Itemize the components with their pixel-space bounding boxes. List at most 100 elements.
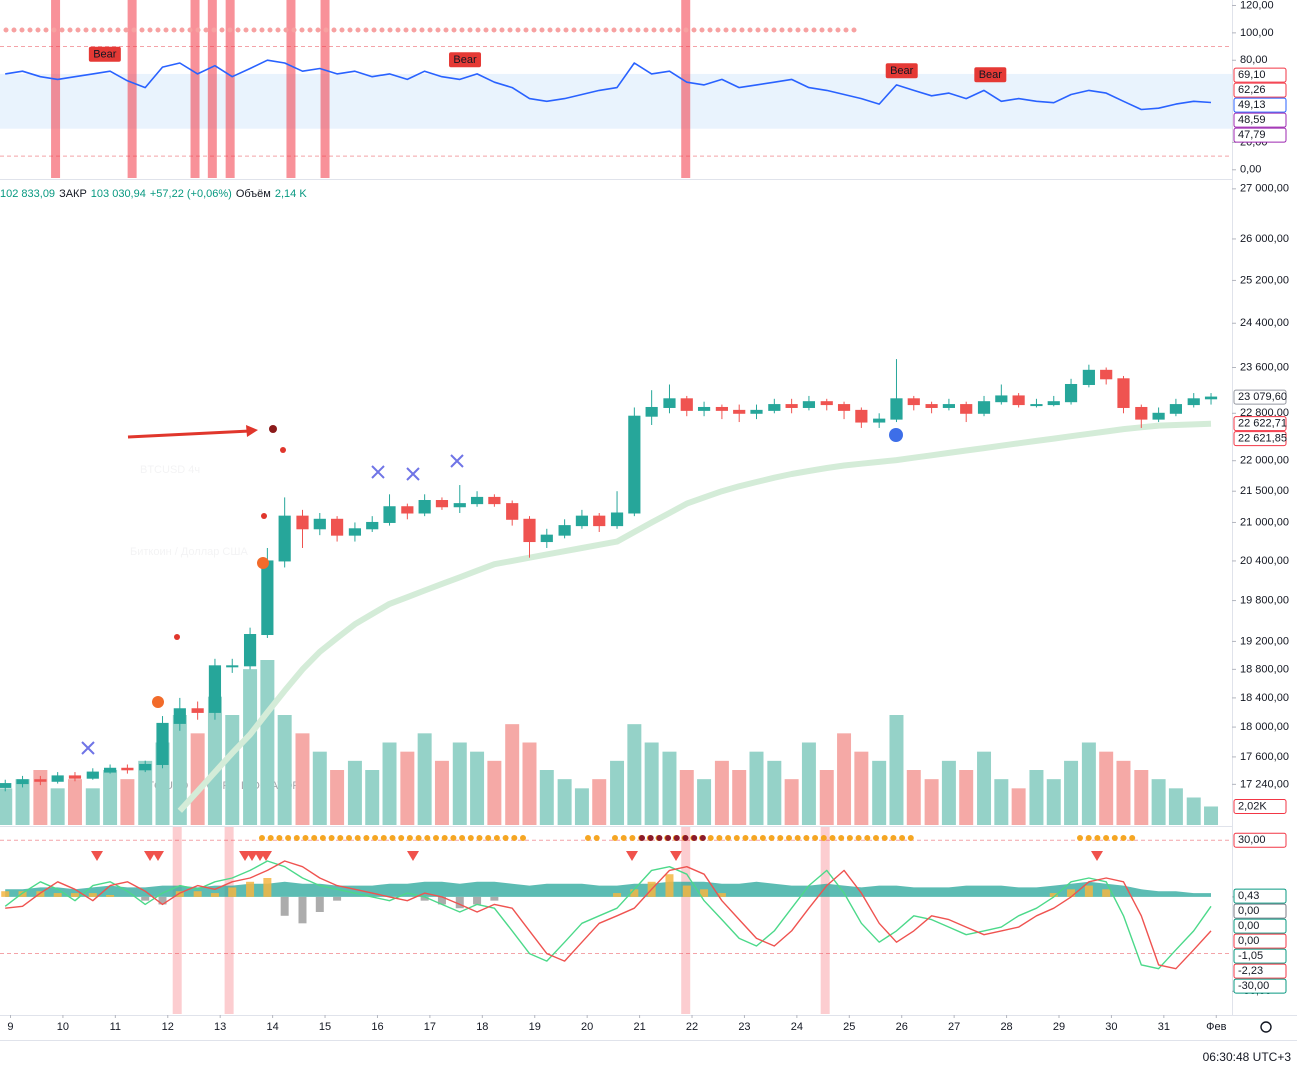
candle-body	[942, 404, 955, 408]
candle-body	[663, 398, 676, 408]
signal-dot	[280, 447, 286, 453]
candle-body	[506, 503, 519, 520]
highlight	[207, 0, 217, 178]
y-tick-label: 27 000,00	[1240, 183, 1289, 195]
x-tick-label: 23	[738, 1021, 750, 1033]
candle-body	[278, 515, 291, 562]
volume-bar	[1029, 770, 1044, 825]
volume-bar	[994, 779, 1009, 825]
candle-body	[733, 409, 746, 414]
volume-bar	[1064, 760, 1079, 825]
oscillator-line	[5, 860, 1212, 970]
y-tick-label: 23 600,00	[1240, 361, 1289, 373]
candle-body	[995, 395, 1008, 403]
volume-bar	[172, 715, 187, 825]
volume-bar	[312, 751, 327, 825]
candle-body	[1152, 412, 1165, 420]
y-tick-label: 80,00	[1240, 54, 1268, 66]
x-tick-label: 25	[843, 1021, 855, 1033]
x-tick-label: Фев	[1206, 1021, 1226, 1033]
candle-body	[523, 518, 536, 543]
y-tick-label: 20 400,00	[1240, 555, 1289, 567]
clock: 06:30:48 UTC+3	[1202, 1050, 1291, 1064]
price-tag-label: 48,59	[1238, 114, 1266, 126]
volume-bar	[487, 760, 502, 825]
price-tag	[1233, 67, 1287, 83]
volume-bar	[557, 779, 572, 825]
signal-dot	[269, 425, 277, 433]
histogram-bar	[333, 896, 342, 901]
price-tag	[1233, 903, 1287, 919]
price-tag-label: -1,05	[1238, 950, 1263, 962]
volume-bar	[417, 733, 432, 825]
candle-body	[0, 783, 12, 788]
candle-body	[173, 708, 186, 724]
volume-bar	[941, 760, 956, 825]
candle-body	[628, 415, 641, 514]
y-tick-label: 19 200,00	[1240, 635, 1289, 647]
volume-bar	[190, 733, 205, 825]
candle-body	[960, 404, 973, 414]
volume-bar	[977, 751, 992, 825]
candle-body	[750, 409, 763, 414]
histogram-bar	[473, 896, 482, 905]
price-tag	[1233, 389, 1287, 405]
volume-bar	[85, 788, 100, 825]
volume-bar	[906, 770, 921, 825]
candle-body	[1082, 369, 1095, 385]
signal-circle	[152, 696, 164, 708]
histogram-bar	[175, 891, 184, 897]
legend-item: 103 030,94	[90, 188, 146, 200]
volume-bar	[574, 788, 589, 825]
x-tick-label: 19	[529, 1021, 541, 1033]
candle-body	[488, 496, 501, 505]
x-markers	[81, 454, 464, 755]
histogram-bar	[630, 889, 639, 897]
volume-bar	[382, 742, 397, 825]
price-tag-label: 0,00	[1238, 935, 1259, 947]
x-tick-label: 28	[1000, 1021, 1012, 1033]
histogram-bar	[70, 893, 79, 897]
highlight	[320, 0, 330, 178]
annotation-box	[88, 46, 121, 62]
candle-body	[925, 404, 938, 408]
settings-icon[interactable]	[1260, 1021, 1272, 1033]
candle-body	[418, 500, 431, 514]
volume-bar	[644, 742, 659, 825]
histogram-bar	[455, 896, 464, 909]
volume-bar	[50, 788, 65, 825]
volume-bar	[749, 751, 764, 825]
candle-body	[243, 634, 257, 667]
histogram-bar	[682, 885, 691, 897]
pane	[0, 827, 1232, 1014]
candle-body	[208, 665, 222, 713]
candle-body	[890, 398, 903, 420]
candle-body	[435, 500, 449, 508]
volume-bar	[522, 742, 537, 825]
candle-body	[540, 534, 553, 543]
y-tick-label: 18 000,00	[1240, 721, 1289, 733]
candle-body	[1064, 383, 1078, 403]
candle-body	[86, 771, 99, 779]
oscillator-area	[5, 881, 1212, 897]
volume-bar	[610, 760, 625, 825]
volume-bar	[452, 742, 467, 825]
candle-body	[470, 496, 484, 505]
legend-item: +57,22 (+0,06%)	[149, 188, 232, 200]
x-tick-label: 27	[948, 1021, 960, 1033]
candle-body	[855, 409, 868, 423]
histogram-bar	[1067, 889, 1076, 897]
candle-body	[1135, 406, 1148, 420]
histogram-bar	[18, 891, 27, 897]
histogram-bar	[280, 896, 289, 916]
price-tag	[1233, 416, 1287, 432]
price-tag	[1233, 97, 1287, 113]
x-tick-label: 31	[1158, 1021, 1170, 1033]
histogram-bar	[53, 893, 62, 897]
volume-bar	[959, 770, 974, 825]
y-tick-label: 17 600,00	[1240, 751, 1289, 763]
candle-body	[453, 503, 466, 508]
histogram-bar	[1, 891, 10, 897]
candle-body	[575, 515, 589, 527]
